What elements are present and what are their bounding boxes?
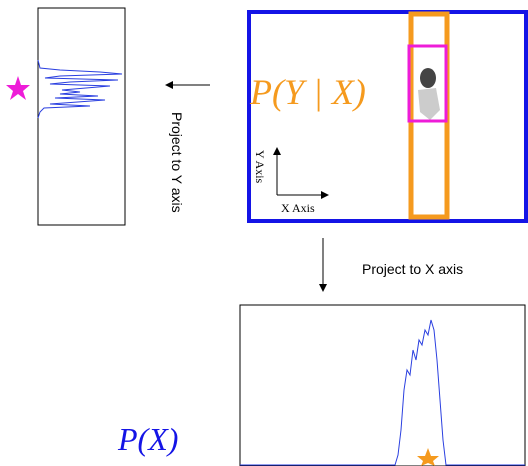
y-axis-label: Y Axis: [253, 150, 267, 184]
x-projection-plot: [239, 304, 526, 466]
conditional-label: P(Y | X): [249, 72, 366, 112]
project-x-label: Project to X axis: [362, 261, 463, 277]
marginal-label: P(X): [117, 421, 178, 457]
x-axis-label: X Axis: [281, 201, 315, 215]
y-projection-plot: [6, 7, 126, 226]
detection-box: [407, 44, 448, 123]
person-image: [418, 68, 440, 120]
image-frame: [247, 10, 528, 223]
project-y-label: Project to Y axis: [169, 112, 185, 213]
